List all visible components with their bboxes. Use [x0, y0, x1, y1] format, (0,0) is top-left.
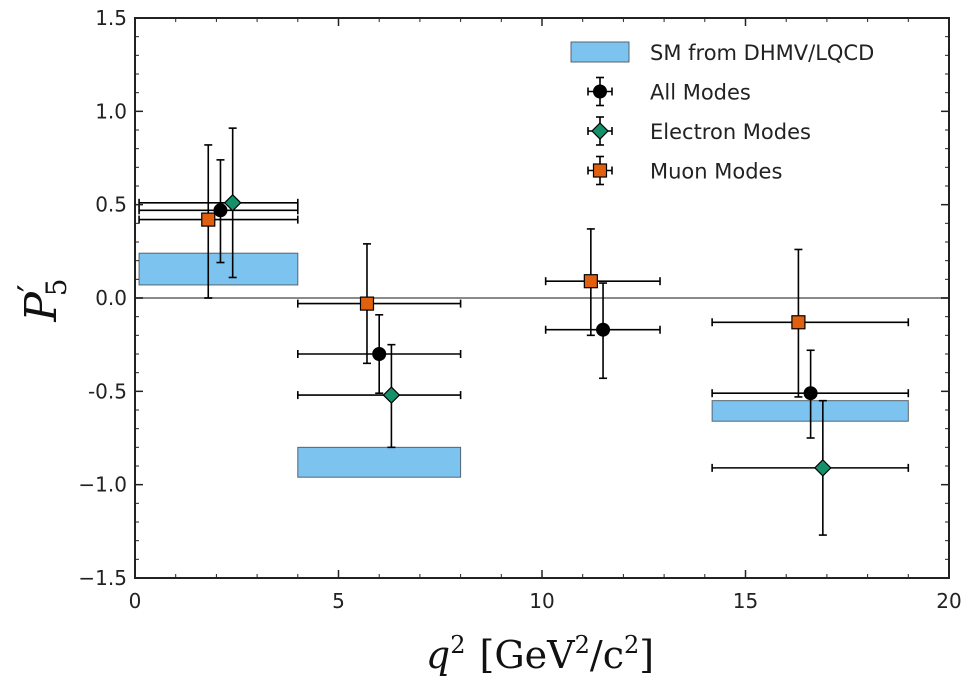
data-point-square-1	[359, 296, 375, 311]
sm-band-group	[138, 252, 909, 478]
data-point-square-3	[791, 315, 806, 330]
data-markers	[201, 193, 832, 477]
y-tick-label: −1.0	[78, 473, 127, 497]
legend-swatch-sm-band	[570, 41, 630, 63]
legend-label-diamond: Electron Modes	[650, 120, 811, 144]
x-axis-var-sup: 2	[450, 631, 465, 659]
x-tick-label: 15	[733, 589, 758, 613]
data-point-circle-3	[803, 386, 818, 401]
legend: SM from DHMV/LQCD All Modes Electron Modes…	[570, 41, 874, 186]
sm-band-bin-0	[138, 252, 299, 286]
legend-label-square: Muon Modes	[650, 160, 782, 184]
x-tick-label: 5	[332, 589, 345, 613]
x-tick-label: 20	[936, 589, 961, 613]
y-axis-prime: ′	[11, 284, 51, 292]
data-point-diamond-2	[813, 459, 832, 477]
sm-band-bin-1	[297, 446, 462, 478]
data-point-square-2	[583, 274, 598, 289]
y-axis-sub: 5	[40, 278, 73, 296]
x-axis-unit-sup1: 2	[575, 631, 590, 659]
x-tick-label: 10	[529, 589, 554, 613]
y-tick-label: -0.5	[88, 379, 127, 403]
x-axis-unit-close: ]	[639, 633, 654, 677]
legend-marker-diamond	[591, 122, 609, 140]
axis-ticks: 0 5 10 15 20 −1.5 −1.0 -0.5 0.0 0.5 1.0 1.5	[78, 6, 961, 613]
data-point-circle-1	[372, 347, 387, 361]
y-tick-label: 1.5	[95, 6, 127, 30]
x-tick-label: 0	[129, 589, 142, 613]
x-axis-var: q	[426, 633, 450, 677]
error-bars	[138, 127, 910, 536]
y-tick-label: 0.0	[95, 286, 127, 310]
legend-label-sm-band: SM from DHMV/LQCD	[650, 41, 874, 65]
x-axis-unit-sup2: 2	[624, 631, 639, 659]
x-axis-unit-mid: /c	[590, 633, 624, 677]
y-tick-label: 0.5	[95, 193, 127, 217]
y-tick-label: 1.0	[95, 99, 127, 123]
y-axis-label: P′5	[11, 278, 73, 322]
legend-marker-square	[592, 163, 608, 178]
legend-label-circle: All Modes	[650, 81, 751, 105]
data-point-circle-2	[596, 322, 611, 337]
data-point-square-0	[201, 212, 216, 227]
data-point-diamond-0	[223, 193, 242, 212]
y-axis-var: P	[16, 291, 67, 323]
data-point-diamond-1	[382, 386, 401, 404]
y-tick-label: −1.5	[78, 566, 127, 590]
x-axis-label: q2 [GeV2/c2]	[426, 631, 654, 677]
data-point-circle-0	[213, 203, 228, 218]
x-axis-unit-open: [GeV	[480, 633, 576, 677]
legend-marker-circle	[593, 84, 607, 99]
